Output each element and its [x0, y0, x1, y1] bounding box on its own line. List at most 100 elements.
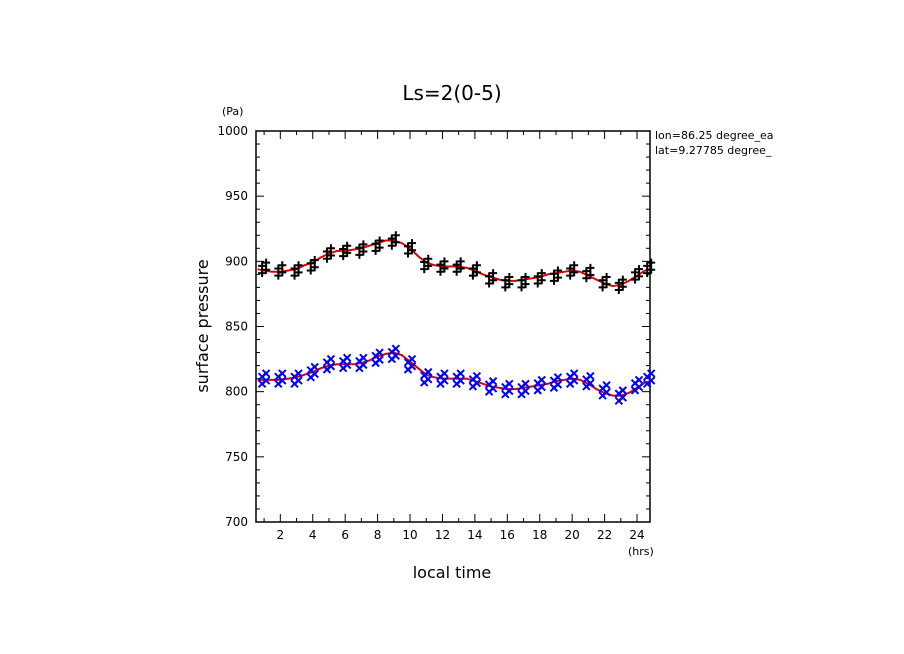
x-marker: [407, 354, 417, 364]
x-marker: [586, 371, 595, 381]
y-tick-label: 800: [225, 385, 248, 399]
y-axis-title: surface pressure: [193, 259, 212, 392]
plus-marker: [310, 263, 319, 272]
x-tick-label: 20: [565, 528, 580, 542]
plus-marker: [647, 265, 656, 274]
y-tick-label: 950: [225, 189, 248, 203]
plus-marker: [602, 280, 611, 289]
plus-marker: [262, 258, 271, 267]
plus-marker: [456, 264, 465, 273]
plus-marker: [278, 268, 287, 277]
plus-marker: [294, 268, 303, 277]
x-tick-label: 16: [500, 528, 515, 542]
plus-marker: [391, 231, 400, 240]
x-marker: [310, 362, 319, 372]
plus-marker: [537, 269, 546, 278]
plus-marker: [326, 244, 335, 253]
plus-marker: [440, 264, 449, 273]
plus-marker: [391, 238, 400, 247]
x-marker: [634, 375, 644, 385]
x-marker: [618, 386, 628, 395]
plus-marker: [618, 275, 627, 284]
plus-marker: [647, 258, 656, 267]
plus-marker: [359, 247, 368, 256]
chart-title: Ls=2(0-5): [402, 81, 501, 105]
plus-marker: [326, 251, 335, 260]
x-marker: [375, 348, 384, 357]
plus-marker: [456, 257, 465, 266]
x-marker: [505, 379, 514, 389]
plus-marker: [359, 240, 368, 249]
y-tick-label: 750: [225, 450, 248, 464]
plus-marker: [570, 261, 579, 270]
plus-marker: [537, 276, 546, 285]
y-unit-label: (Pa): [222, 105, 243, 118]
x-marker: [569, 369, 579, 378]
plus-marker: [408, 246, 417, 255]
x-tick-label: 8: [374, 528, 382, 542]
x-tick-label: 12: [435, 528, 450, 542]
x-tick-label: 22: [597, 528, 612, 542]
plot-frame: [255, 130, 651, 523]
plus-marker: [310, 256, 319, 265]
x-marker: [537, 375, 546, 385]
x-unit-label: (hrs): [628, 545, 654, 558]
x-marker: [488, 377, 498, 386]
x-tick-label: 18: [532, 528, 547, 542]
plus-marker: [521, 280, 530, 289]
plus-marker: [472, 268, 481, 277]
fit-curve: [257, 239, 651, 288]
plus-marker: [553, 273, 562, 282]
plus-marker: [375, 236, 384, 245]
plus-marker: [553, 266, 562, 275]
x-marker: [553, 373, 563, 382]
plus-marker: [602, 272, 611, 281]
x-axis-title: local time: [413, 563, 492, 582]
plus-marker: [505, 280, 514, 289]
x-tick-label: 6: [341, 528, 349, 542]
plus-marker: [343, 248, 352, 257]
plus-marker: [586, 271, 595, 280]
x-tick-label: 10: [402, 528, 417, 542]
x-marker: [602, 380, 611, 390]
plus-marker: [618, 282, 627, 291]
y-tick-label: 1000: [217, 124, 248, 138]
plus-marker: [472, 261, 481, 270]
x-tick-label: 14: [467, 528, 482, 542]
x-marker: [456, 369, 465, 378]
y-tick-label: 700: [225, 515, 248, 529]
plus-marker: [375, 243, 384, 252]
latitude-annotation: lat=9.27785 degree_: [655, 144, 772, 157]
longitude-annotation: lon=86.25 degree_ea: [655, 129, 774, 142]
plus-marker: [521, 272, 530, 281]
plus-marker: [570, 268, 579, 277]
plus-marker: [278, 261, 287, 270]
plus-marker: [635, 265, 644, 274]
x-marker: [342, 353, 352, 362]
x-marker: [294, 369, 303, 378]
plus-marker: [635, 272, 644, 281]
plus-marker: [489, 276, 498, 285]
x-marker: [278, 369, 287, 378]
plus-marker: [408, 239, 417, 248]
x-marker: [261, 369, 271, 378]
plus-marker: [294, 261, 303, 270]
plus-marker: [489, 269, 498, 278]
x-marker: [359, 353, 368, 362]
plus-marker: [586, 263, 595, 272]
x-marker: [424, 367, 433, 377]
plus-marker: [440, 257, 449, 266]
x-tick-label: 4: [309, 528, 317, 542]
x-tick-label: 2: [277, 528, 285, 542]
plus-marker: [643, 261, 652, 270]
plus-marker: [262, 265, 271, 274]
x-marker: [440, 369, 449, 378]
y-tick-label: 900: [225, 254, 248, 268]
plus-marker: [643, 269, 652, 278]
x-marker: [326, 354, 336, 364]
plus-marker: [343, 241, 352, 250]
plus-marker: [505, 272, 514, 281]
x-tick-label: 24: [629, 528, 644, 542]
